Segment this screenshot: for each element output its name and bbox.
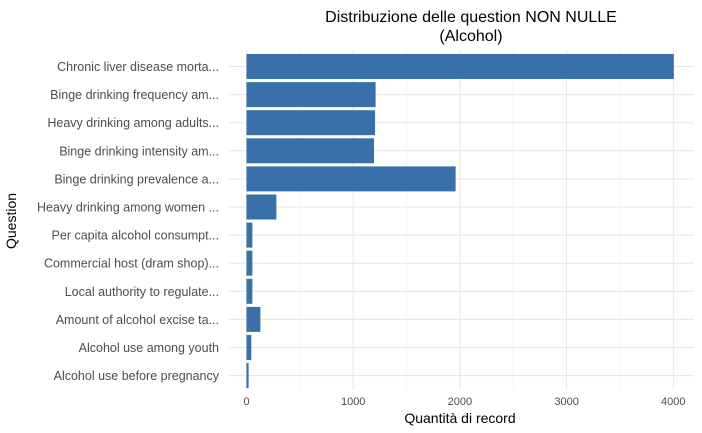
- bar: [246, 138, 375, 164]
- y-tick-label: Chronic liver disease morta...: [57, 60, 219, 74]
- y-tick-labels: Chronic liver disease morta... Binge drin…: [37, 60, 220, 383]
- bar: [246, 54, 674, 79]
- y-tick-label: Commercial host (dram shop)...: [44, 257, 219, 271]
- bar: [246, 82, 376, 108]
- x-tick-label: 4000: [661, 396, 685, 408]
- bar: [246, 222, 253, 248]
- y-tick-label: Per capita alcohol consumpt...: [52, 229, 219, 243]
- bar: [246, 278, 253, 304]
- x-tick-label: 3000: [554, 396, 578, 408]
- x-axis-label: Quantità di record: [404, 410, 515, 426]
- bar: [246, 363, 249, 389]
- bar: [246, 306, 261, 332]
- y-tick-label: Heavy drinking among women ...: [37, 201, 219, 215]
- bar: [246, 250, 253, 276]
- bars: [246, 54, 674, 389]
- bar: [246, 194, 277, 220]
- x-tick-label: 0: [243, 396, 249, 408]
- y-tick-label: Local authority to regulate...: [65, 285, 219, 299]
- y-tick-label: Alcohol use before pregnancy: [54, 369, 220, 383]
- bar: [246, 166, 456, 192]
- y-tick-label: Heavy drinking among adults...: [47, 116, 219, 130]
- x-tick-label: 2000: [448, 396, 472, 408]
- chart-subtitle: (Alcohol): [439, 28, 502, 45]
- y-tick-label: Binge drinking intensity am...: [59, 144, 219, 158]
- y-tick-label: Binge drinking prevalence a...: [54, 172, 219, 186]
- bar: [246, 335, 252, 360]
- bar: [246, 110, 376, 136]
- y-tick-label: Alcohol use among youth: [79, 341, 219, 355]
- y-tick-label: Amount of alcohol excise ta...: [56, 313, 219, 327]
- y-tick-label: Binge drinking frequency am...: [50, 88, 219, 102]
- x-tick-labels: 0 1000 2000 3000 4000: [243, 396, 685, 408]
- y-axis-label: Question: [3, 193, 19, 249]
- x-tick-label: 1000: [341, 396, 365, 408]
- chart-title: Distribuzione delle question NON NULLE: [325, 9, 617, 26]
